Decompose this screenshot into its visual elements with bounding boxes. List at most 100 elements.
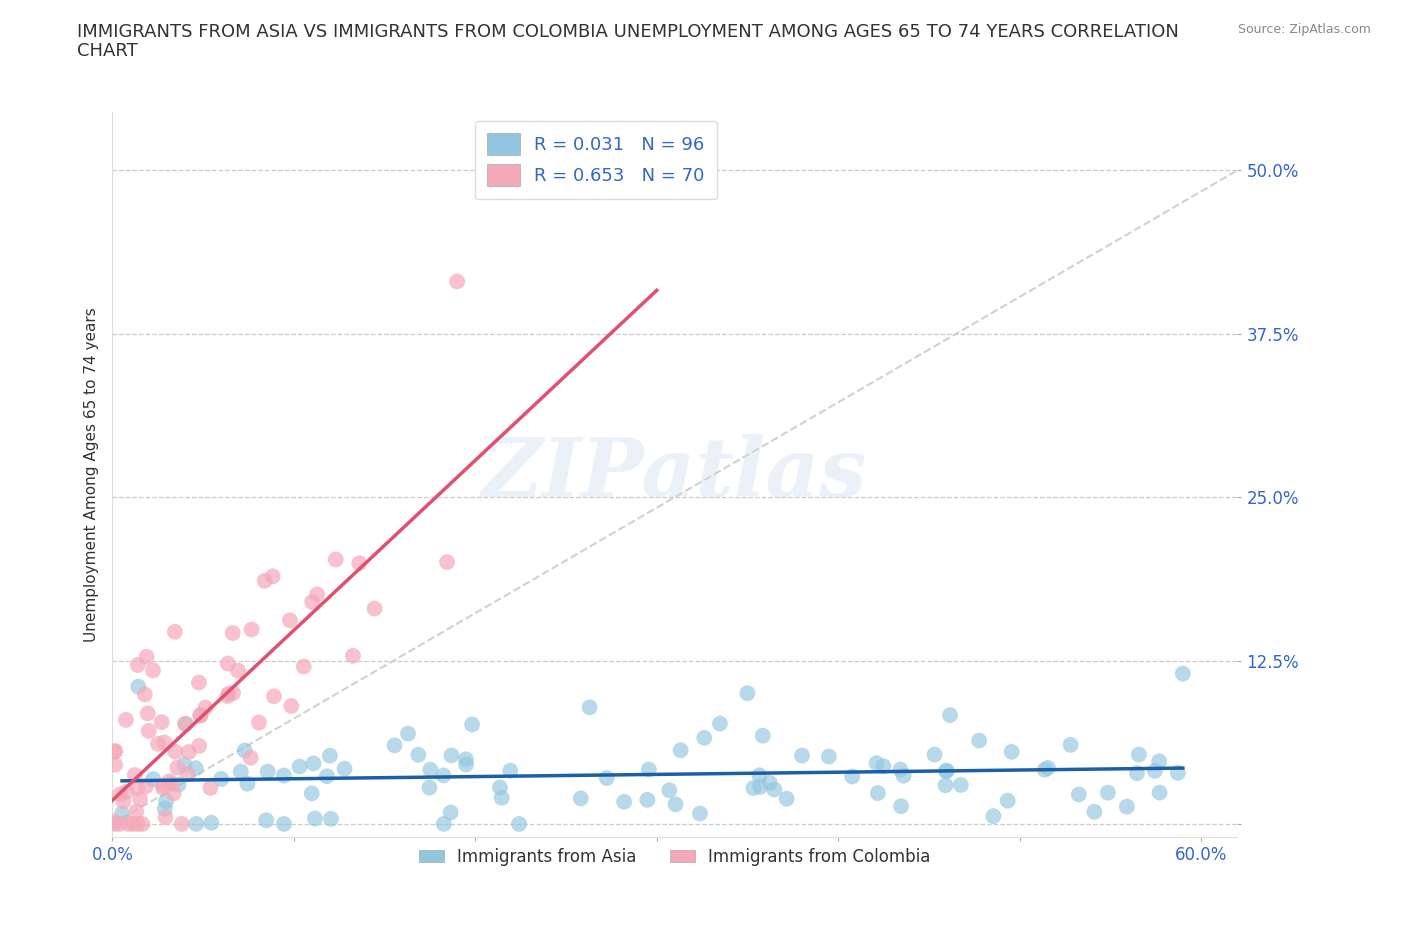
Point (737, 685, 759, 700)
Point (186, 817, 208, 831)
Point (304, 811, 326, 826)
Point (200, 780, 222, 795)
Point (108, 787, 131, 802)
Point (949, 777, 972, 792)
Point (491, 790, 513, 805)
Point (596, 771, 619, 786)
Point (689, 806, 711, 821)
Point (1128, 747, 1150, 762)
Point (146, 737, 169, 751)
Point (142, 772, 165, 787)
Point (262, 569, 284, 584)
Point (163, 786, 186, 801)
Point (569, 790, 592, 805)
Point (418, 780, 440, 795)
Point (665, 797, 688, 812)
Point (342, 648, 364, 663)
Point (142, 663, 165, 678)
Point (170, 817, 193, 831)
Point (135, 778, 157, 793)
Point (866, 786, 889, 801)
Point (247, 715, 270, 730)
Point (934, 777, 956, 792)
Point (190, 708, 212, 723)
Point (935, 764, 957, 778)
Point (288, 759, 311, 774)
Point (440, 748, 463, 763)
Point (217, 656, 239, 671)
Point (1059, 737, 1081, 752)
Point (129, 791, 152, 806)
Point (499, 764, 522, 778)
Point (408, 748, 430, 763)
Point (433, 817, 456, 831)
Point (1083, 804, 1105, 819)
Point (124, 767, 146, 782)
Point (319, 812, 342, 827)
Point (239, 751, 262, 765)
Point (349, 556, 371, 571)
Point (278, 613, 301, 628)
Point (166, 760, 188, 775)
Text: CHART: CHART (77, 42, 138, 60)
Point (307, 587, 329, 602)
Point (316, 769, 339, 784)
Point (111, 806, 134, 821)
Point (103, 744, 125, 759)
Point (104, 817, 127, 831)
Point (292, 659, 315, 674)
Point (177, 766, 200, 781)
Point (115, 784, 138, 799)
Point (508, 817, 530, 831)
Point (194, 700, 217, 715)
Point (893, 768, 915, 783)
Point (1143, 764, 1166, 778)
Text: IMMIGRANTS FROM ASIA VS IMMIGRANTS FROM COLOMBIA UNEMPLOYMENT AMONG AGES 65 TO 7: IMMIGRANTS FROM ASIA VS IMMIGRANTS FROM … (77, 23, 1180, 41)
Point (184, 761, 207, 776)
Point (254, 813, 277, 828)
Point (432, 768, 454, 783)
Point (967, 733, 990, 748)
Point (1149, 785, 1171, 800)
Point (636, 792, 658, 807)
Point (752, 728, 775, 743)
Point (263, 689, 285, 704)
Legend: Immigrants from Asia, Immigrants from Colombia: Immigrants from Asia, Immigrants from Co… (412, 841, 938, 872)
Point (319, 749, 342, 764)
Point (742, 780, 765, 795)
Point (152, 778, 174, 793)
Point (693, 730, 716, 745)
Point (127, 679, 149, 694)
Point (160, 777, 183, 791)
Point (173, 716, 195, 731)
Point (233, 743, 256, 758)
Point (121, 817, 143, 831)
Point (218, 686, 240, 701)
Point (1167, 765, 1189, 780)
Point (301, 594, 323, 609)
Point (163, 624, 186, 639)
Text: ZIPatlas: ZIPatlas (482, 434, 868, 514)
Point (177, 745, 200, 760)
Point (446, 274, 468, 289)
Point (125, 780, 148, 795)
Point (165, 744, 187, 759)
Point (173, 757, 195, 772)
Point (273, 817, 295, 831)
Point (763, 782, 786, 797)
Point (222, 626, 245, 641)
Point (117, 817, 139, 831)
Point (748, 768, 770, 783)
Point (776, 791, 799, 806)
Point (256, 764, 278, 779)
Point (1033, 763, 1056, 777)
Point (872, 759, 894, 774)
Point (578, 700, 600, 715)
Point (325, 552, 347, 567)
Point (150, 714, 173, 729)
Point (396, 726, 419, 741)
Point (1067, 787, 1090, 802)
Point (136, 706, 159, 721)
Point (1115, 799, 1137, 814)
Point (440, 805, 463, 820)
